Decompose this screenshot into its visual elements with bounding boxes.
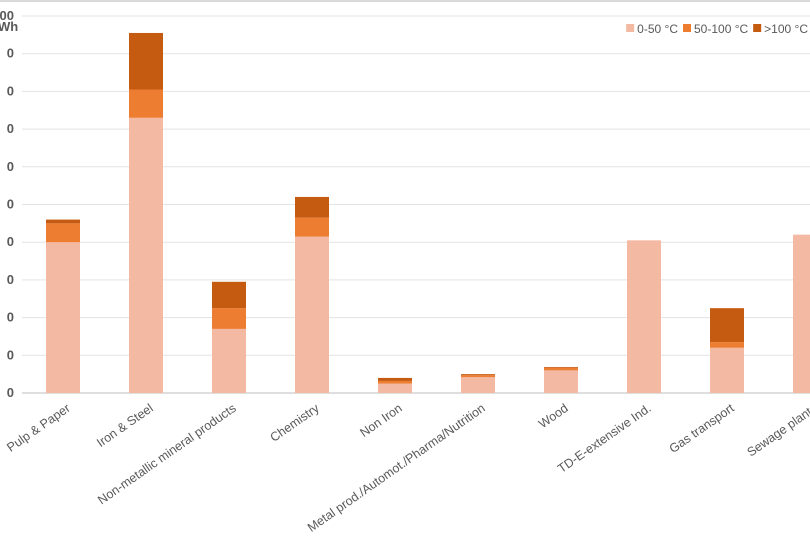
y-tick-label: 0 <box>7 197 14 212</box>
bar-segment-3 <box>129 32 163 90</box>
bar-segment-1 <box>793 234 810 393</box>
x-category-label: Non Iron <box>357 401 404 440</box>
x-category-label: Non-metallic mineral products <box>95 401 238 507</box>
x-category-label: Chemistry <box>268 401 323 445</box>
x-category-label: Gas transport <box>667 401 737 456</box>
bar-segment-3 <box>46 219 80 224</box>
bar-segment-2 <box>46 223 80 243</box>
y-axis-label: Wh <box>0 19 18 34</box>
bar-segment-1 <box>461 377 495 393</box>
bar-segment-2 <box>544 367 578 371</box>
bar-segment-3 <box>461 374 495 376</box>
bar-segment-1 <box>46 242 80 393</box>
bar-segment-1 <box>295 236 329 393</box>
legend-swatch <box>626 24 635 32</box>
bar-segment-3 <box>295 196 329 218</box>
y-tick-label: 0 <box>7 310 14 325</box>
y-tick-label: 0 <box>7 272 14 287</box>
bar-segment-3 <box>544 366 578 368</box>
bar-segment-2 <box>378 380 412 384</box>
legend-label: 50-100 °C <box>694 22 748 36</box>
x-category-label: Iron & Steel <box>94 401 156 450</box>
bar-segment-1 <box>627 240 661 393</box>
bar-segment-2 <box>212 308 246 329</box>
legend-label: 0-50 °C <box>637 22 678 36</box>
bar-segment-2 <box>710 342 744 348</box>
legend-label: >100 °C <box>764 22 808 36</box>
x-category-label: Metal prod./Automot./Pharma/Nutrition <box>305 401 488 535</box>
bar-segment-1 <box>544 370 578 393</box>
y-tick-label: 0 <box>7 83 14 98</box>
legend-swatch <box>683 24 691 32</box>
bar-segment-3 <box>378 377 412 381</box>
x-category-label: Wood <box>536 401 571 431</box>
y-tick-label: 00 <box>0 8 14 23</box>
bar-segment-1 <box>710 347 744 393</box>
legend: >100 °C 50-100 °C 0-50 °C <box>626 22 808 36</box>
bar-segment-1 <box>129 117 163 393</box>
bar-segment-1 <box>378 383 412 393</box>
bar-segment-3 <box>212 281 246 309</box>
y-tick-label: 0 <box>7 347 14 362</box>
y-tick-label: 0 <box>7 159 14 174</box>
legend-swatch <box>753 24 762 32</box>
y-tick-label: 0 <box>7 121 14 136</box>
bar-segment-3 <box>710 308 744 343</box>
bar-segment-2 <box>461 375 495 378</box>
y-tick-label: 0 <box>7 385 14 400</box>
y-tick-label: 0 <box>7 46 14 61</box>
bar-segment-2 <box>295 217 329 237</box>
bar-segment-2 <box>129 89 163 118</box>
bar-segment-1 <box>212 328 246 393</box>
y-tick-label: 0 <box>7 234 14 249</box>
x-category-label: Sewage plants <box>745 401 810 460</box>
x-category-label: Pulp & Paper <box>4 401 72 455</box>
